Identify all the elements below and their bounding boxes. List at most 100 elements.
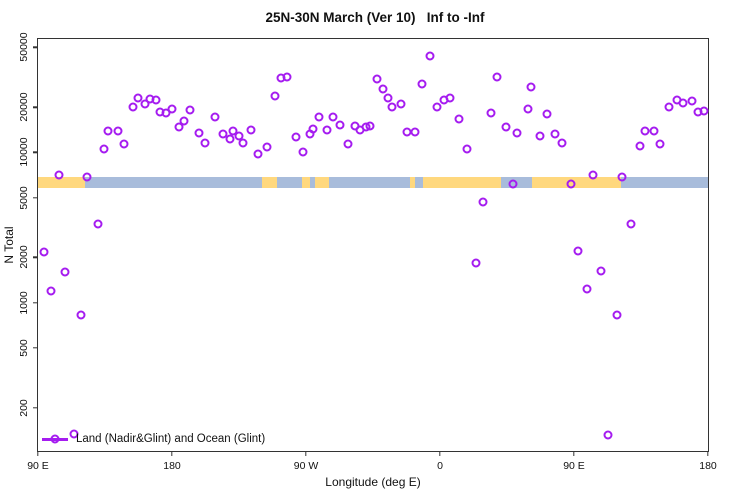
- y-tick-label: 5000: [18, 185, 30, 210]
- data-point: [445, 93, 455, 103]
- data-point: [687, 96, 697, 106]
- y-tick-label: 500: [18, 339, 30, 357]
- data-point: [113, 126, 123, 136]
- data-point: [291, 132, 301, 142]
- data-point: [194, 128, 204, 138]
- data-point: [523, 104, 533, 114]
- map-band-segment-ocean: [414, 177, 423, 189]
- data-point: [542, 109, 552, 119]
- map-band-segment-ocean: [621, 177, 708, 189]
- y-tick-mark: [33, 406, 38, 409]
- y-tick-mark: [33, 256, 38, 259]
- map-band-segment-land: [38, 177, 85, 189]
- data-point: [387, 102, 397, 112]
- data-point: [417, 79, 427, 89]
- data-point: [167, 104, 177, 114]
- x-tick-label: 90 E: [563, 460, 585, 472]
- data-point: [612, 310, 622, 320]
- data-point: [69, 429, 79, 439]
- data-point: [410, 127, 420, 137]
- x-axis-title: Longitude (deg E): [325, 475, 421, 489]
- y-tick-mark: [33, 106, 38, 108]
- map-band-segment-land: [315, 177, 330, 189]
- x-tick-label: 180: [163, 460, 181, 472]
- legend-label: Land (Nadir&Glint) and Ocean (Glint): [76, 433, 266, 445]
- y-tick-label: 200: [18, 398, 30, 417]
- data-point: [526, 82, 536, 92]
- map-band-segment-ocean: [310, 177, 316, 189]
- data-point: [76, 310, 86, 320]
- data-point: [588, 170, 598, 180]
- data-point: [462, 144, 472, 154]
- map-band-segment-land: [410, 177, 415, 189]
- data-point: [635, 141, 644, 151]
- data-point: [425, 51, 435, 61]
- data-point: [82, 172, 92, 182]
- y-tick-label: 1000: [18, 291, 30, 315]
- data-point: [603, 430, 613, 440]
- map-band-segment-land: [532, 177, 622, 189]
- data-point: [596, 266, 606, 276]
- data-point: [626, 219, 636, 229]
- data-point: [383, 93, 393, 103]
- x-tick-label: 90 W: [293, 460, 319, 472]
- data-point: [103, 126, 113, 136]
- x-tick-mark: [305, 451, 307, 456]
- data-point: [54, 170, 64, 180]
- data-point: [39, 247, 49, 257]
- data-point: [282, 72, 292, 82]
- x-tick-mark: [573, 451, 575, 456]
- data-point: [640, 126, 650, 136]
- data-point: [308, 124, 318, 134]
- data-point: [60, 267, 70, 277]
- y-tick-mark: [33, 46, 38, 49]
- data-point: [478, 197, 488, 207]
- data-point: [678, 98, 688, 108]
- x-tick-mark: [37, 451, 39, 456]
- data-point: [99, 144, 108, 154]
- data-point: [314, 112, 324, 122]
- data-point: [378, 84, 388, 94]
- data-point: [454, 114, 464, 124]
- data-point: [343, 139, 353, 149]
- data-point: [492, 72, 502, 82]
- data-point: [228, 126, 238, 136]
- data-point: [649, 126, 659, 136]
- data-point: [151, 95, 161, 105]
- data-point: [617, 172, 627, 182]
- data-point: [557, 138, 567, 148]
- data-point: [508, 179, 518, 189]
- legend-line-sample: [42, 434, 68, 444]
- y-axis-title: N Total: [2, 226, 16, 264]
- map-band-segment-ocean: [329, 177, 411, 189]
- data-point: [486, 108, 496, 118]
- data-point: [179, 116, 189, 126]
- data-point: [655, 139, 665, 149]
- y-tick-mark: [33, 301, 38, 304]
- data-point: [225, 134, 235, 144]
- data-point: [550, 129, 560, 139]
- legend: Land (Nadir&Glint) and Ocean (Glint): [42, 433, 265, 445]
- y-tick-label: 2000: [18, 245, 30, 270]
- map-band-segment-land: [422, 177, 502, 189]
- legend-open-circle-icon: [50, 434, 60, 444]
- x-tick-mark: [171, 451, 173, 456]
- data-point: [238, 138, 248, 148]
- x-tick-mark: [707, 451, 709, 456]
- data-point: [582, 284, 592, 294]
- data-point: [262, 142, 272, 152]
- y-tick-mark: [33, 151, 38, 154]
- data-point: [512, 128, 522, 138]
- data-point: [501, 122, 510, 132]
- data-point: [253, 149, 263, 159]
- data-point: [119, 139, 129, 149]
- plot-area: 90 E 180 90 W 0 90 E 180 200 500 1000 2000 5000 100…: [2, 33, 717, 489]
- data-point: [246, 125, 256, 135]
- y-tick-mark: [33, 196, 38, 199]
- data-point: [218, 129, 228, 139]
- map-band-segment-ocean: [277, 177, 303, 189]
- y-tick-label: 50000: [18, 32, 30, 63]
- data-point: [535, 131, 545, 141]
- data-point: [566, 179, 576, 189]
